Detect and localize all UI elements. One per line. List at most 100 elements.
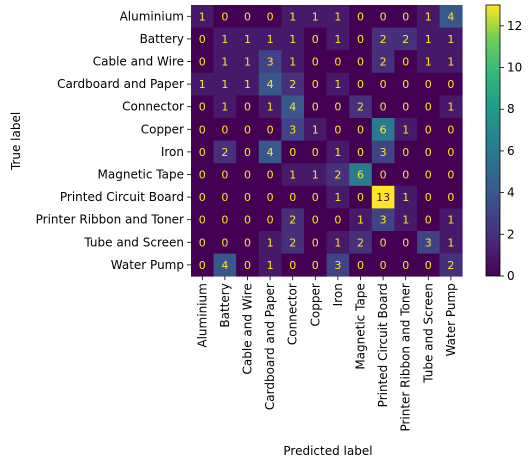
colorbar-tick-label: 0 bbox=[507, 269, 515, 283]
cell-value-label: 1 bbox=[199, 10, 206, 23]
cell-value-labels: 1 0 0 0 1 1 1 0 0 0 1 40 1 1 1 1 0 1 0 2 2 1 10 1 1 3 1 0 0 0 2 0 1 11 1 1 4… bbox=[199, 10, 455, 272]
cell-value-label: 1 bbox=[334, 191, 341, 204]
cell-value-label: 0 bbox=[221, 236, 228, 249]
y-tick-label: Aluminium bbox=[120, 9, 184, 23]
x-tick-label: Aluminium bbox=[195, 283, 209, 347]
x-tick-label: Cardboard and Paper bbox=[263, 283, 277, 410]
heatmap-cell bbox=[191, 72, 214, 96]
cell-value-label: 0 bbox=[402, 10, 409, 23]
heatmap-cell bbox=[213, 27, 237, 51]
cell-value-label: 1 bbox=[244, 78, 251, 91]
y-tick-label: Connector bbox=[122, 100, 184, 114]
cell-value-label: 1 bbox=[221, 56, 228, 69]
colorbar-gradient bbox=[485, 4, 501, 277]
heatmap-cell bbox=[349, 27, 373, 51]
cell-value-label: 0 bbox=[425, 78, 432, 91]
cell-value-label: 0 bbox=[199, 259, 206, 272]
cell-value-label: 2 bbox=[402, 33, 409, 46]
cell-value-label: 0 bbox=[425, 123, 432, 136]
heatmap-cell bbox=[281, 231, 305, 254]
cell-value-label: 0 bbox=[244, 214, 251, 227]
cell-value-label: 1 bbox=[334, 33, 341, 46]
cell-value-label: 1 bbox=[289, 33, 296, 46]
cell-value-label: 0 bbox=[380, 101, 387, 114]
cell-value-label: 1 bbox=[221, 78, 228, 91]
y-tick-label: Cardboard and Paper bbox=[57, 77, 184, 91]
cell-value-label: 0 bbox=[244, 10, 251, 23]
heatmap-cell bbox=[371, 208, 395, 232]
heatmap-cell bbox=[213, 5, 237, 28]
cell-value-label: 1 bbox=[334, 78, 341, 91]
heatmap-cell bbox=[191, 27, 214, 51]
cell-value-label: 1 bbox=[221, 101, 228, 114]
x-tick-label: Battery bbox=[218, 283, 232, 327]
heatmap-cell bbox=[236, 163, 260, 187]
cell-value-label: 1 bbox=[267, 259, 274, 272]
heatmap-cell bbox=[304, 140, 327, 164]
heatmap-cell bbox=[371, 5, 395, 28]
heatmap-cell bbox=[326, 140, 350, 164]
cell-value-label: 0 bbox=[357, 33, 364, 46]
cell-value-label: 0 bbox=[357, 10, 364, 23]
cell-value-label: 0 bbox=[402, 78, 409, 91]
cell-value-label: 1 bbox=[402, 123, 409, 136]
heatmap-cell bbox=[281, 163, 305, 187]
heatmap-cell bbox=[394, 231, 418, 254]
heatmap-cell bbox=[349, 118, 373, 141]
cell-value-label: 2 bbox=[380, 56, 387, 69]
y-tick-label: Copper bbox=[141, 122, 184, 136]
cell-value-label: 2 bbox=[357, 101, 364, 114]
heatmap-cell bbox=[439, 185, 463, 209]
cell-value-label: 1 bbox=[312, 10, 319, 23]
cell-value-label: 1 bbox=[447, 214, 454, 227]
heatmap-cell bbox=[281, 72, 305, 96]
heatmap-cell bbox=[439, 5, 463, 28]
cell-value-label: 1 bbox=[244, 33, 251, 46]
heatmap-cell bbox=[371, 253, 395, 277]
heatmap-cell bbox=[371, 118, 395, 141]
heatmap-cell bbox=[281, 95, 305, 119]
cell-value-label: 0 bbox=[312, 259, 319, 272]
cell-value-label: 3 bbox=[267, 56, 274, 69]
heatmap-cell bbox=[349, 72, 373, 96]
x-tick-label: Printer Ribbon and Toner bbox=[399, 283, 413, 431]
heatmap-cell bbox=[236, 140, 260, 164]
cell-value-label: 4 bbox=[267, 78, 274, 91]
heatmap-cell bbox=[281, 253, 305, 277]
cell-value-label: 1 bbox=[425, 33, 432, 46]
heatmap-cell bbox=[394, 118, 418, 141]
heatmap-cell bbox=[304, 27, 327, 51]
cell-value-label: 1 bbox=[357, 214, 364, 227]
cell-value-label: 0 bbox=[334, 214, 341, 227]
cell-value-label: 0 bbox=[357, 259, 364, 272]
heatmap-cell bbox=[371, 27, 395, 51]
cell-value-label: 0 bbox=[221, 214, 228, 227]
heatmap-cell bbox=[349, 163, 373, 187]
heatmap-cell bbox=[417, 27, 440, 51]
heatmap-cell bbox=[394, 163, 418, 187]
heatmap-cell bbox=[281, 118, 305, 141]
heatmap-cell bbox=[439, 231, 463, 254]
heatmap-cell bbox=[281, 50, 305, 74]
heatmap-cell bbox=[213, 50, 237, 74]
cell-value-label: 1 bbox=[244, 56, 251, 69]
heatmap-cell bbox=[326, 163, 350, 187]
y-tick-label: Iron bbox=[161, 145, 184, 159]
cell-value-label: 0 bbox=[357, 78, 364, 91]
heatmap-cell bbox=[191, 95, 214, 119]
heatmap-cell bbox=[417, 72, 440, 96]
cell-value-label: 0 bbox=[244, 146, 251, 159]
cell-value-label: 1 bbox=[289, 10, 296, 23]
cell-value-label: 4 bbox=[267, 146, 274, 159]
heatmap-cell bbox=[326, 253, 350, 277]
heatmap-cell bbox=[281, 208, 305, 232]
cell-value-label: 6 bbox=[357, 169, 364, 182]
colorbar-tick-label: 12 bbox=[507, 19, 522, 33]
y-tick-label: Cable and Wire bbox=[93, 55, 184, 69]
x-tick-label: Magnetic Tape bbox=[354, 283, 368, 369]
heatmap-cell bbox=[394, 253, 418, 277]
heatmap-cell bbox=[191, 50, 214, 74]
heatmap-cell bbox=[417, 185, 440, 209]
cell-value-label: 0 bbox=[312, 56, 319, 69]
cell-value-label: 0 bbox=[267, 191, 274, 204]
